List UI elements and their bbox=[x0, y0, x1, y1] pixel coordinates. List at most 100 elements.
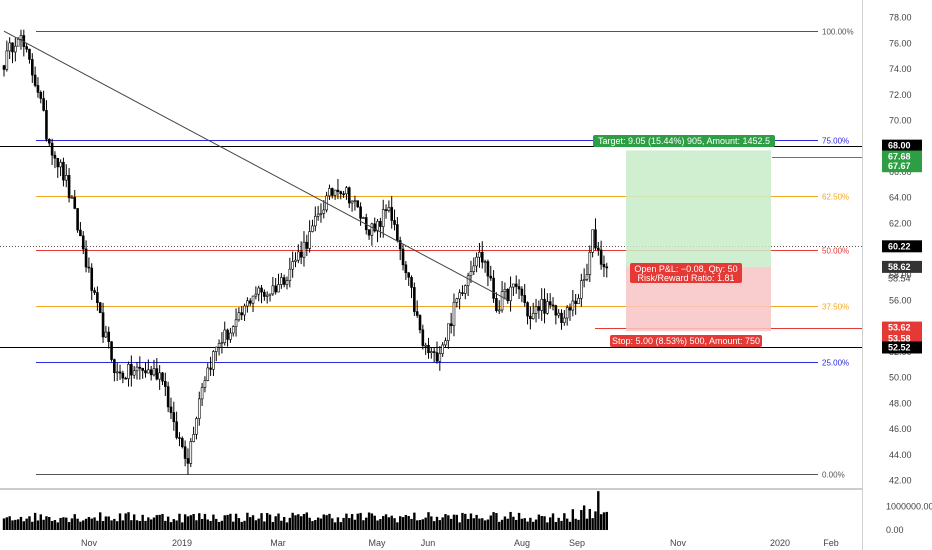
candle bbox=[373, 223, 377, 232]
candle bbox=[152, 368, 156, 376]
volume-bar bbox=[427, 512, 430, 530]
volume-bar bbox=[563, 513, 566, 530]
trend-line[interactable] bbox=[3, 30, 508, 301]
volume-bar bbox=[59, 517, 62, 530]
candle bbox=[305, 241, 309, 249]
volume-bar bbox=[376, 520, 379, 530]
volume-bar bbox=[189, 515, 192, 530]
volume-bar bbox=[319, 518, 323, 530]
candle bbox=[413, 287, 416, 312]
candle bbox=[254, 293, 258, 297]
volume-bar bbox=[127, 512, 130, 530]
candle bbox=[47, 138, 51, 144]
long-position-tool[interactable]: Target: 9.05 (15.44%) 905, Amount: 1452.… bbox=[593, 135, 775, 347]
candle bbox=[548, 301, 552, 306]
y-tick-label: 76.00 bbox=[889, 38, 912, 48]
candle bbox=[158, 372, 161, 380]
volume-bar bbox=[135, 520, 139, 530]
price-tag-label: 67.68 bbox=[888, 152, 911, 162]
volume-bar bbox=[316, 517, 320, 530]
volume-bar bbox=[172, 519, 175, 530]
candle bbox=[514, 283, 518, 287]
volume-bar bbox=[342, 517, 345, 530]
candle bbox=[33, 74, 37, 86]
candle bbox=[39, 92, 43, 99]
volume-bar bbox=[588, 509, 592, 530]
volume-bar bbox=[251, 515, 255, 530]
pnl-label: Open P&L: −0.08, Qty: 50 bbox=[634, 264, 737, 274]
volume-bar bbox=[217, 521, 221, 530]
candle bbox=[435, 352, 439, 362]
candle bbox=[350, 200, 354, 204]
volume-tick-label: 1000000.00 bbox=[886, 501, 932, 511]
y-tick-label: 64.00 bbox=[889, 193, 912, 203]
volume-bar bbox=[220, 520, 224, 530]
candle bbox=[161, 372, 164, 382]
candle bbox=[121, 372, 125, 379]
volume-bar bbox=[138, 521, 142, 530]
candle bbox=[90, 267, 94, 291]
candle bbox=[398, 240, 402, 250]
price-tag bbox=[882, 240, 922, 253]
volume-bar bbox=[101, 521, 105, 530]
candle bbox=[45, 110, 48, 140]
volume-bar bbox=[254, 520, 258, 530]
candle bbox=[503, 288, 507, 292]
y-tick-label: 70.00 bbox=[889, 116, 912, 126]
candle bbox=[577, 297, 580, 305]
candle bbox=[458, 292, 461, 300]
volume-bar bbox=[481, 518, 484, 530]
time-axis[interactable]: Nov 2019 Mar May Jun Aug Sep Nov 2020 Feb bbox=[81, 538, 839, 548]
candle bbox=[8, 42, 11, 52]
candle bbox=[447, 323, 450, 341]
candle bbox=[96, 292, 99, 304]
volume-bar bbox=[517, 512, 521, 530]
volume-bar bbox=[503, 516, 507, 530]
price-tag-label: 53.62 bbox=[888, 323, 911, 333]
volume-series bbox=[2, 491, 608, 530]
volume-bar bbox=[554, 521, 558, 530]
candle bbox=[407, 272, 410, 278]
candle bbox=[333, 189, 337, 196]
candle bbox=[130, 363, 133, 376]
volume-bar bbox=[551, 513, 555, 530]
candle bbox=[486, 261, 490, 277]
volume-bar bbox=[192, 513, 195, 530]
candle bbox=[67, 175, 71, 199]
candle bbox=[356, 200, 360, 208]
volume-bar bbox=[308, 517, 311, 530]
volume-bar bbox=[237, 518, 241, 530]
candle bbox=[415, 311, 419, 316]
volume-bar bbox=[537, 514, 541, 530]
volume-bar bbox=[305, 512, 309, 530]
y-tick-label: 56.00 bbox=[889, 296, 912, 306]
volume-bar bbox=[203, 513, 207, 530]
volume-bar bbox=[164, 520, 167, 530]
volume-bar bbox=[87, 517, 91, 530]
candle bbox=[87, 266, 91, 269]
candle bbox=[313, 215, 317, 227]
candle bbox=[246, 300, 249, 307]
volume-bar bbox=[42, 519, 45, 530]
candle bbox=[231, 326, 235, 334]
volume-bar bbox=[455, 514, 458, 530]
volume-bar bbox=[70, 518, 74, 530]
candle bbox=[234, 319, 238, 327]
volume-bar bbox=[418, 520, 422, 530]
volume-bar bbox=[520, 518, 524, 530]
candle bbox=[76, 208, 79, 231]
candle bbox=[599, 249, 603, 265]
x-tick-label: Aug bbox=[514, 538, 530, 548]
candle bbox=[560, 312, 563, 323]
candle bbox=[469, 271, 473, 277]
volume-bar bbox=[14, 519, 17, 530]
candle bbox=[588, 251, 592, 275]
volume-bar bbox=[540, 516, 543, 530]
volume-bar bbox=[404, 514, 408, 530]
volume-bar bbox=[50, 521, 54, 530]
volume-bar bbox=[582, 505, 586, 530]
candle bbox=[288, 268, 292, 281]
candle bbox=[546, 301, 549, 314]
candle bbox=[489, 275, 493, 279]
